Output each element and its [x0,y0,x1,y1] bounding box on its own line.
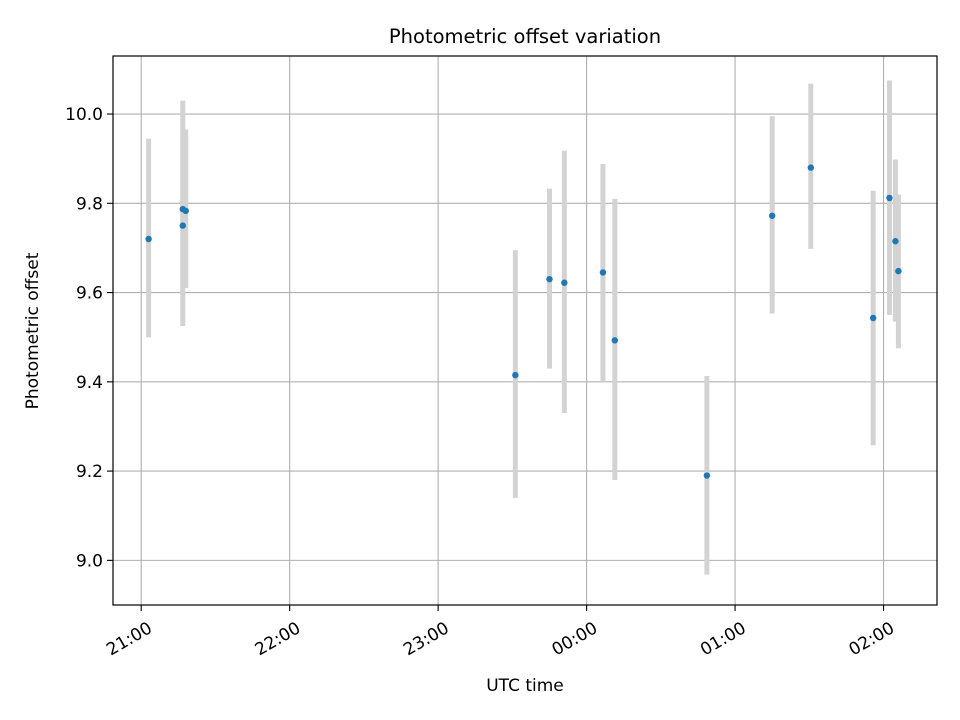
data-point [179,222,186,229]
data-point [807,164,815,171]
y-tick-label: 9.4 [76,373,103,393]
data-point [769,212,776,219]
y-tick-label: 9.2 [76,462,103,482]
data-points [145,164,902,479]
data-point [145,235,152,243]
x-axis-label: UTC time [486,676,564,696]
data-point [886,194,893,202]
plot-frame [112,55,938,606]
data-point [892,238,899,245]
data-point [611,337,619,344]
chart-title: Photometric offset variation [389,25,661,48]
data-point [182,207,189,215]
y-tick-label: 9.6 [76,284,103,304]
data-point [703,472,711,479]
y-axis-label: Photometric offset [23,252,43,409]
data-point [599,269,607,276]
data-point [895,267,902,275]
y-tick-label: 9.8 [76,194,103,214]
data-point [512,371,519,379]
data-point [546,275,553,283]
y-tick-label: 10.0 [65,105,103,125]
y-axis-ticks: 9.0 9.2 9.4 9.6 9.8 10.0 [65,105,113,571]
y-tick-label: 9.0 [76,551,103,571]
data-point [869,314,877,322]
data-point [561,279,568,286]
grid [113,56,937,605]
